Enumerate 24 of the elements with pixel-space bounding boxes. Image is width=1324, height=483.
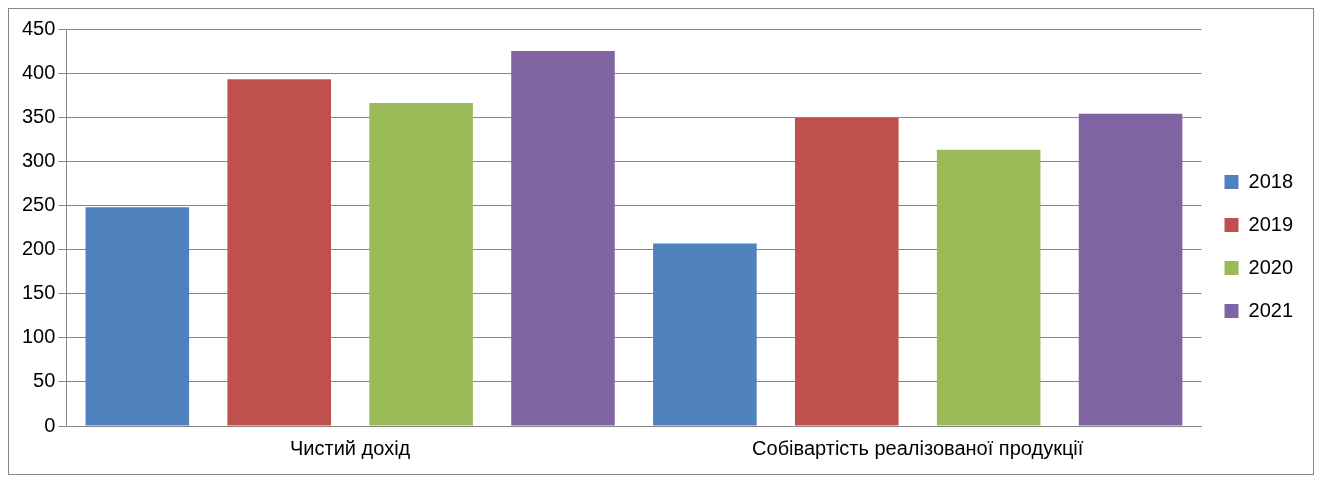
x-tick-label: Чистий дохід xyxy=(290,436,411,459)
y-tick-label: 50 xyxy=(33,369,56,392)
bar xyxy=(936,149,1041,426)
y-tick-label: 150 xyxy=(21,281,56,304)
y-tick-label: 450 xyxy=(21,16,56,39)
legend-label: 2019 xyxy=(1248,212,1294,235)
bar xyxy=(511,51,615,426)
bar xyxy=(794,118,899,426)
y-tick-label: 350 xyxy=(21,104,56,127)
y-tick-label: 100 xyxy=(21,325,56,348)
y-tick-label: 300 xyxy=(21,148,56,171)
legend-label: 2021 xyxy=(1248,298,1294,321)
bar xyxy=(227,79,331,426)
legend-label: 2018 xyxy=(1248,169,1294,192)
y-tick-label: 0 xyxy=(44,413,56,436)
y-tick-label: 200 xyxy=(21,237,56,260)
y-tick-label: 400 xyxy=(21,60,56,83)
legend-label: 2020 xyxy=(1248,255,1294,278)
bar xyxy=(369,103,473,426)
y-tick-label: 250 xyxy=(21,192,56,215)
bar xyxy=(1078,113,1183,426)
bar xyxy=(653,243,757,426)
x-tick-label: Собівартість реалізованої продукції xyxy=(752,436,1084,459)
bar xyxy=(85,207,190,426)
